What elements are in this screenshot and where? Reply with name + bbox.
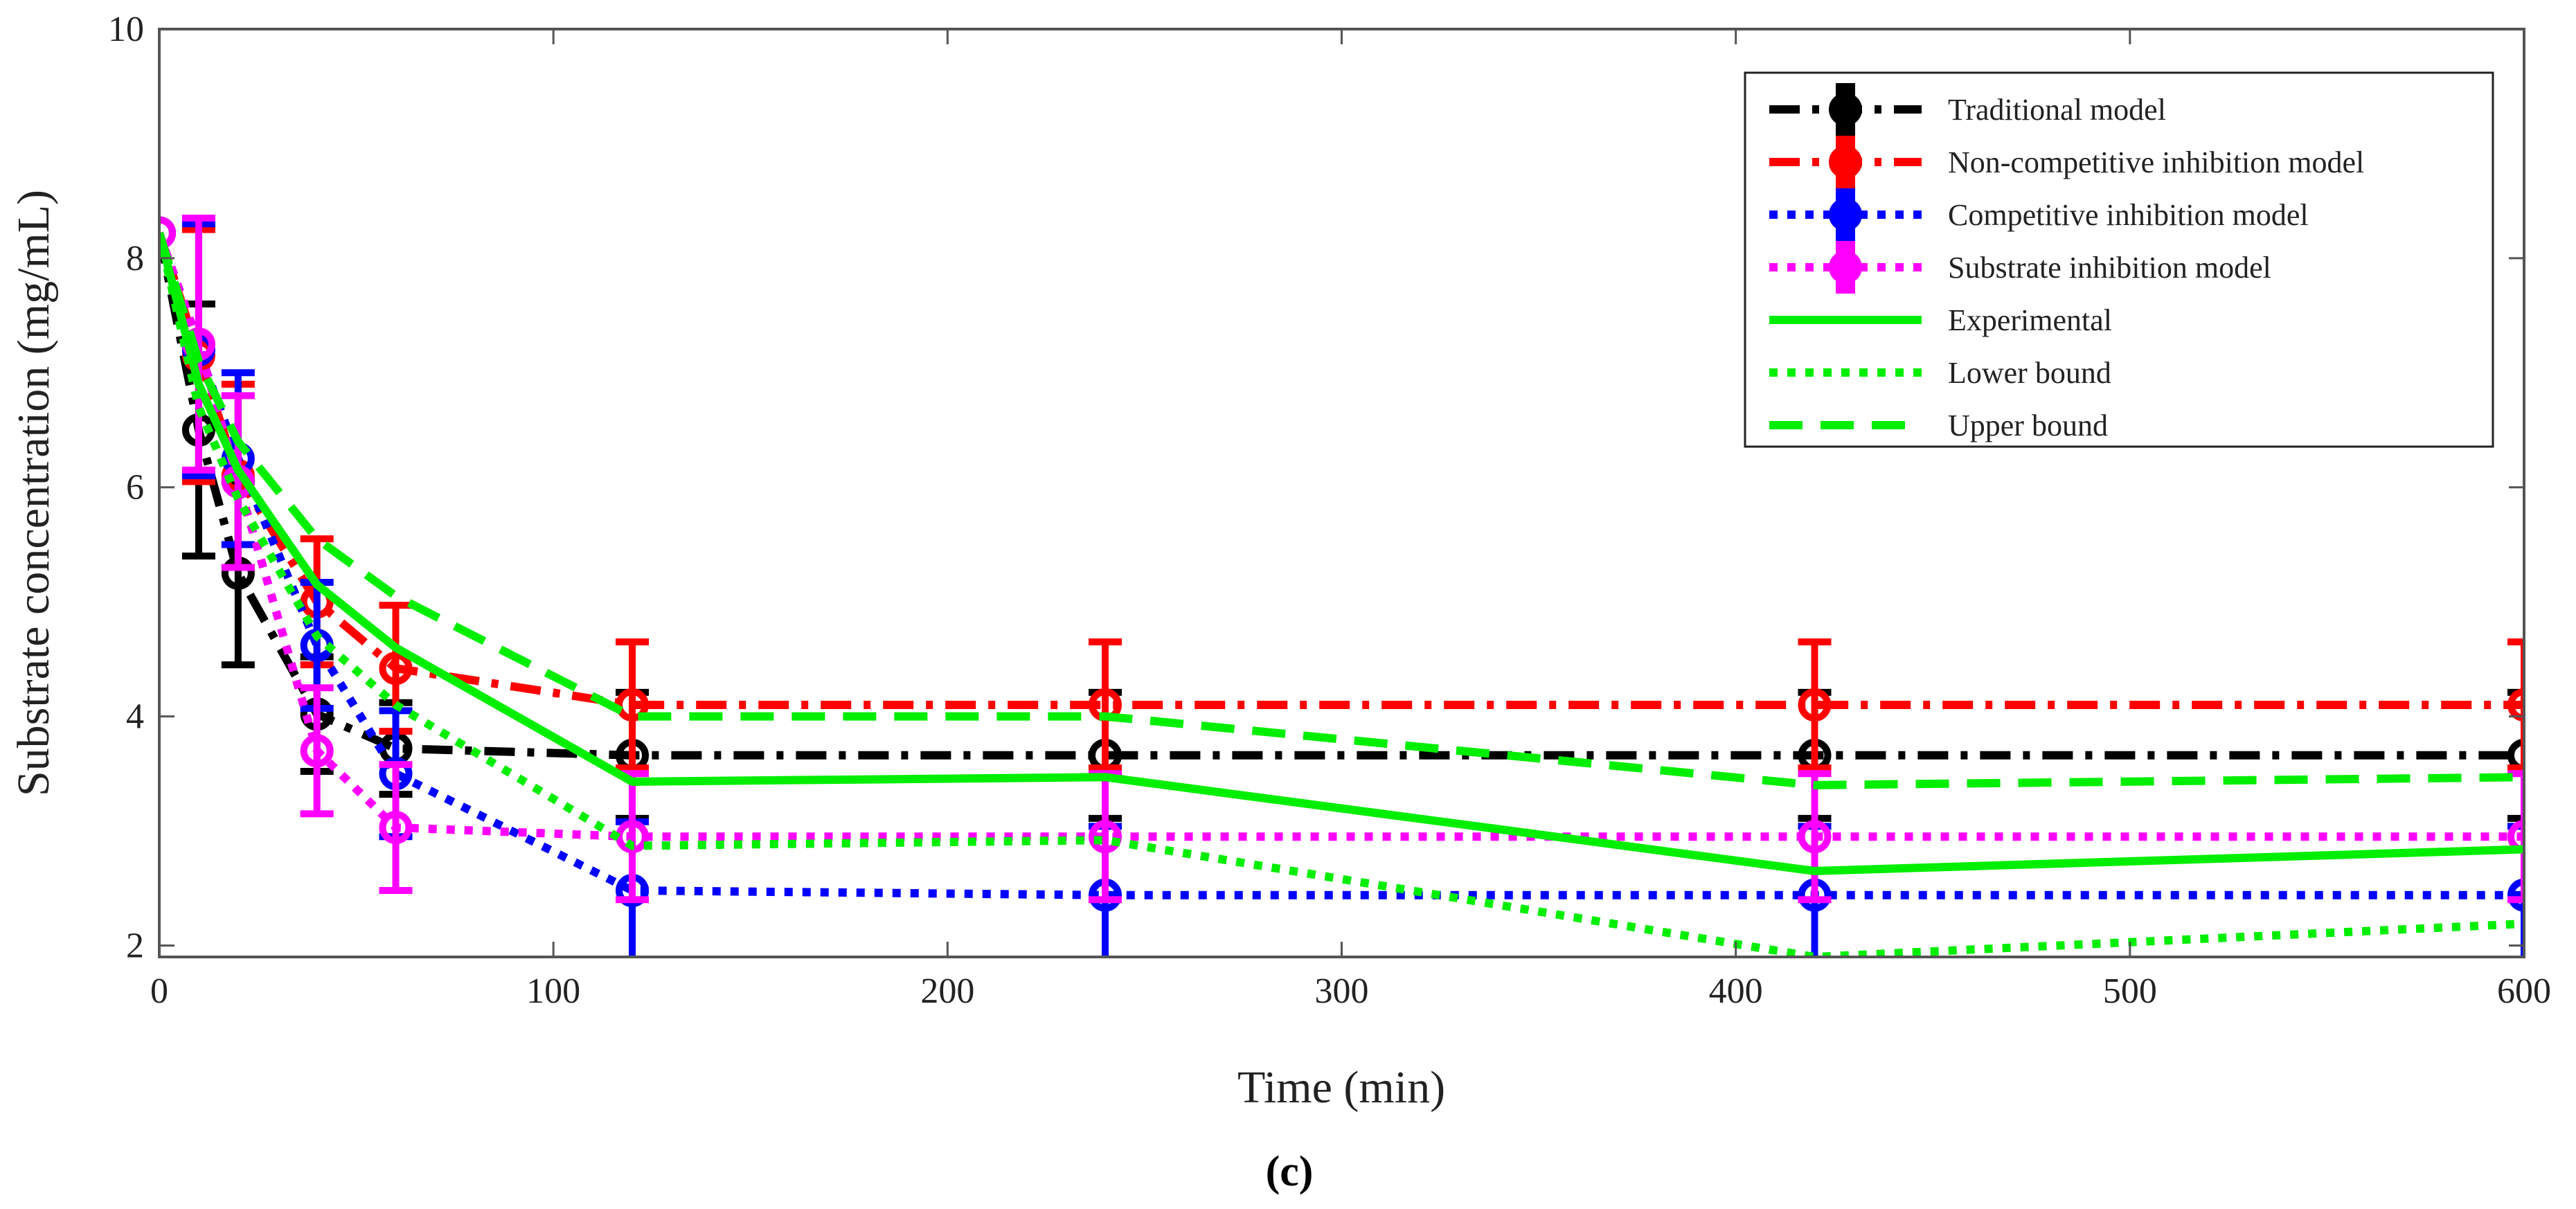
data-point [616,688,649,722]
x-tick-label: 500 [2103,971,2157,1011]
y-axis-title: Substrate concentration (mg/mL) [8,190,59,796]
data-point [1798,688,1832,722]
data-point [379,652,413,686]
y-tick-label: 8 [126,239,144,278]
legend-label: Experimental [1948,303,2112,337]
legend-label: Lower bound [1948,356,2111,390]
series-line [159,231,2524,875]
legend-box [1744,71,2494,448]
series-line [159,231,2524,789]
data-layer [159,214,2524,957]
y-tick-label: 4 [126,697,144,737]
legend-label: Substrate inhibition model [1948,251,2271,285]
data-point [379,811,413,845]
series-upper-bound [159,231,2524,789]
legend-swatch-errorbar [1836,188,1855,241]
x-tick-label: 300 [1315,971,1369,1011]
x-tick-label: 100 [526,971,580,1011]
data-point [2507,820,2524,854]
legend-swatch-errorbar [1836,241,1855,294]
data-point [1089,820,1122,854]
data-point [300,734,334,768]
tick-layer: 0 100 200 300 400 500 600 2 4 6 8 10 [108,10,2551,1011]
data-point [2507,688,2524,722]
x-tick-label: 200 [920,971,974,1011]
data-point [159,216,176,250]
legend-swatch-errorbar [1836,83,1855,136]
data-point [2507,738,2524,772]
series-lower-bound [159,232,2524,957]
legend-swatch-marker [1829,251,1862,284]
figure-caption: (c) [1266,1148,1314,1195]
legend-label: Competitive inhibition model [1948,198,2309,232]
series-group [159,214,2524,957]
series-line [159,231,2524,899]
legend-swatch-marker [1829,198,1862,231]
series-experimental [159,231,2524,875]
x-tick-label: 0 [150,971,168,1011]
x-tick-label: 600 [2497,971,2551,1011]
x-tick-label: 400 [1709,971,1763,1011]
y-tick-label: 6 [126,468,144,508]
legend-swatch-marker [1829,93,1862,126]
legend: Traditional model Non-competitive inhibit… [1744,71,2494,448]
data-point [1798,820,1832,854]
series-line [159,232,2524,957]
y-tick-label: 10 [108,10,144,49]
legend-label: Non-competitive inhibition model [1948,145,2364,179]
legend-label: Traditional model [1948,93,2166,127]
legend-swatch-marker [1829,145,1862,179]
x-axis-title: Time (min) [1237,1062,1445,1113]
y-tick-label: 2 [126,926,144,965]
legend-swatch-errorbar [1836,136,1855,188]
data-point [2507,878,2524,912]
legend-label: Upper bound [1948,409,2108,442]
